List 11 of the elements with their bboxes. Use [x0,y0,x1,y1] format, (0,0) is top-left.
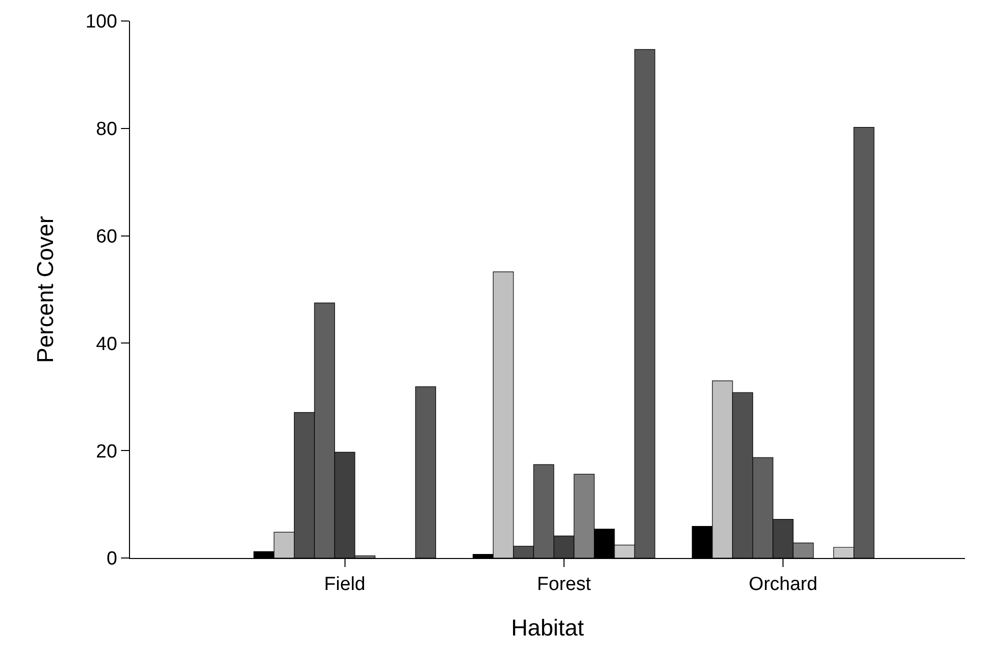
y-tick-label: 80 [96,119,118,140]
x-axis-title: Habitat [511,614,585,640]
y-axis-title: Percent Cover [32,216,58,364]
x-tick-label: Field [324,574,366,595]
y-tick-label: 0 [106,548,118,570]
y-tick-label: 40 [96,334,118,355]
x-tick-label: Orchard [748,574,818,595]
y-tick-label: 100 [85,12,118,33]
y-tick-label: 60 [96,226,118,248]
y-tick-label: 20 [96,441,118,462]
x-tick-label: Forest [537,574,592,595]
